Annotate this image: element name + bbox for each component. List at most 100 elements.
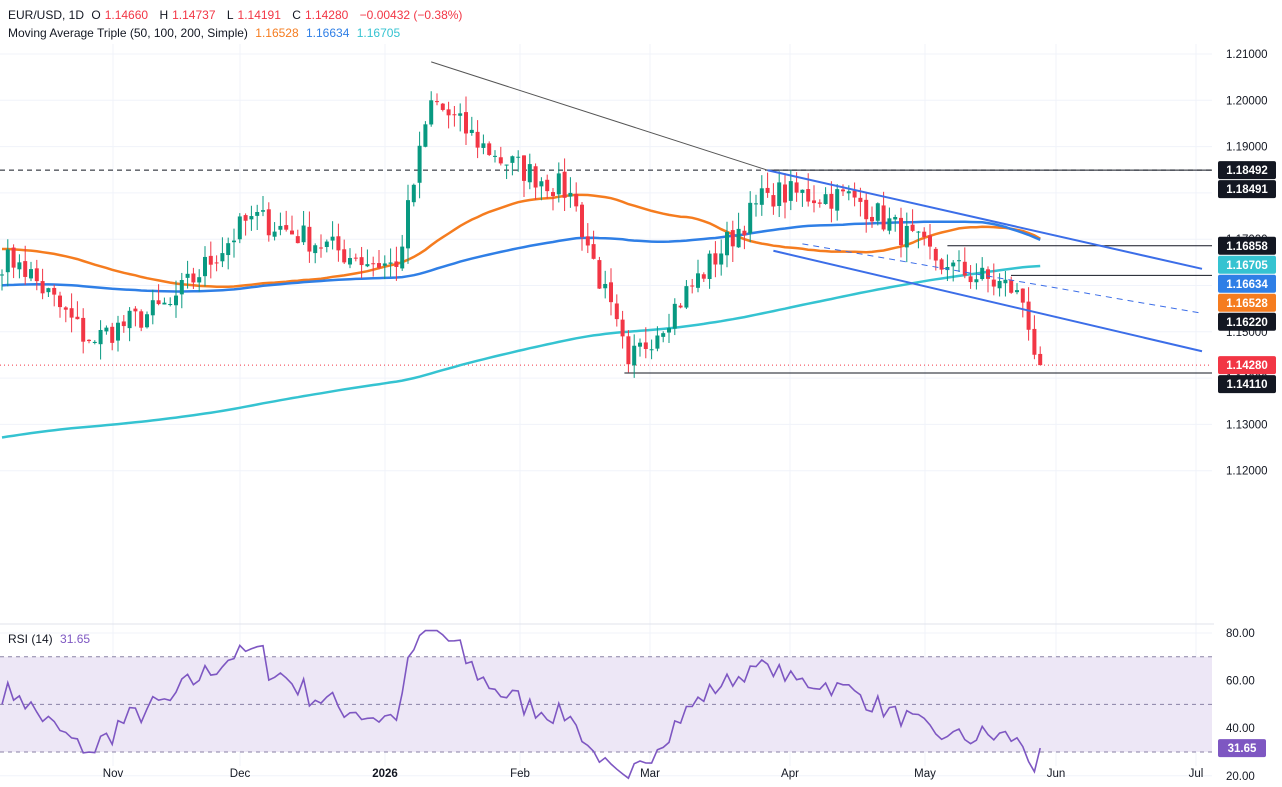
candle-78 [452, 105, 457, 127]
candle-body-86 [498, 157, 503, 164]
candle-body-38 [220, 253, 225, 262]
candle-body-6 [34, 268, 39, 282]
candle-body-98 [568, 192, 573, 197]
candle-23 [133, 306, 138, 327]
candle-body-71 [411, 184, 416, 203]
candle-body-147 [852, 190, 857, 198]
candle-49 [284, 210, 289, 232]
ohlc-open: O 1.14660 [91, 8, 149, 22]
candle-46 [266, 202, 271, 242]
price-tag-8: 1.14110 [1218, 375, 1276, 394]
candle-body-121 [701, 274, 706, 279]
candle-96 [556, 162, 561, 203]
candle-body-168 [974, 279, 979, 283]
candle-body-13 [75, 316, 80, 320]
candle-94 [545, 174, 550, 199]
candle-body-61 [353, 257, 358, 259]
candle-29 [168, 297, 173, 307]
candle-body-125 [725, 231, 729, 256]
candle-body-49 [284, 225, 289, 230]
candle-body-68 [394, 261, 399, 267]
ma-legend: Moving Average Triple (50, 100, 200, Sim… [8, 26, 404, 40]
candle-47 [272, 222, 277, 241]
price-tag-text-1: 1.18491 [1226, 184, 1268, 196]
candle-body-41 [237, 216, 242, 240]
candle-160 [928, 223, 932, 260]
candle-64 [371, 256, 376, 277]
candle-body-58 [336, 236, 341, 251]
candle-61 [353, 253, 358, 262]
price-legend: EUR/USD, 1D O 1.14660 H 1.14737 L 1.14191 C… [8, 8, 466, 22]
candle-body-101 [585, 236, 590, 246]
candle-15 [87, 339, 91, 344]
candle-body-150 [870, 216, 874, 222]
candle-102 [591, 230, 596, 260]
candle-80 [464, 96, 468, 146]
candle-body-43 [249, 216, 254, 220]
candle-body-127 [736, 228, 741, 248]
candle-85 [493, 150, 497, 163]
candle-body-106 [614, 303, 619, 320]
candle-43 [249, 205, 254, 231]
candle-67 [388, 248, 393, 277]
candle-89 [516, 150, 521, 172]
candle-body-80 [464, 112, 468, 134]
candle-body-129 [748, 202, 753, 234]
rsi-title: RSI (14) [8, 632, 53, 646]
candle-136 [788, 170, 793, 211]
candle-120 [696, 259, 700, 293]
candle-body-10 [58, 295, 62, 308]
candle-177 [1026, 287, 1031, 341]
candle-106 [614, 294, 619, 327]
candle-157 [910, 209, 915, 233]
candle-body-138 [800, 189, 805, 193]
candle-17 [98, 320, 103, 360]
candle-body-73 [423, 124, 428, 147]
candle-body-175 [1015, 290, 1019, 293]
candlesticks [0, 91, 1043, 378]
candle-body-72 [417, 145, 422, 183]
candle-body-66 [382, 263, 387, 266]
candle-body-173 [1003, 279, 1008, 284]
rsi-value: 31.65 [60, 632, 91, 646]
candle-39 [226, 237, 231, 270]
candle-body-63 [365, 264, 370, 267]
candle-19 [110, 322, 115, 351]
candle-101 [585, 223, 590, 254]
x-tick-label-2: 2026 [372, 768, 398, 780]
candle-21 [121, 315, 126, 333]
candle-body-91 [527, 164, 532, 183]
candle-body-99 [574, 193, 579, 207]
candle-165 [957, 250, 961, 272]
candle-body-11 [63, 307, 68, 310]
candle-body-165 [957, 260, 961, 262]
candle-body-162 [939, 259, 944, 270]
ohlc-low: L 1.14191 [226, 8, 281, 22]
candle-body-85 [493, 155, 497, 157]
candle-176 [1020, 288, 1025, 318]
y-tick-label-9: 1.12000 [1226, 466, 1268, 478]
candle-body-108 [626, 336, 631, 365]
candle-body-172 [997, 280, 1002, 289]
price-tag-5: 1.16528 [1218, 293, 1276, 312]
candle-body-149 [864, 199, 869, 220]
candle-123 [713, 241, 718, 278]
price-tag-text-7: 1.14280 [1226, 360, 1268, 372]
candle-88 [510, 155, 515, 176]
ohlc-change: −0.00432 (−0.38%) [359, 8, 463, 22]
candle-135 [783, 173, 787, 219]
candle-body-142 [823, 194, 828, 205]
candle-114 [661, 331, 666, 343]
candle-8 [46, 287, 51, 298]
price-tag-text-3: 1.16705 [1226, 260, 1268, 272]
rsi-line [1, 629, 1041, 780]
candle-body-120 [696, 273, 700, 288]
x-tick-label-8: Jul [1189, 768, 1204, 780]
rsi-band [0, 656, 1212, 753]
symbol-label: EUR/USD, 1D [8, 8, 85, 22]
rsi-tag-text: 31.65 [1228, 743, 1257, 755]
candle-126 [730, 220, 735, 263]
y-tick-label-0: 1.21000 [1226, 49, 1268, 61]
price-tag-bg-1 [1218, 180, 1276, 199]
